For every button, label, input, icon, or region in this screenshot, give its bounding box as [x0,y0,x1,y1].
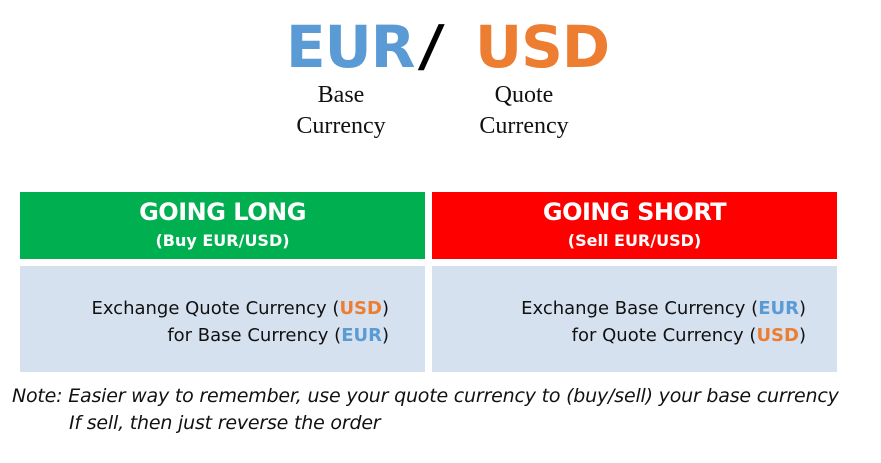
long-line-2-suffix: ) [381,325,389,346]
long-line-1-prefix: Exchange Quote Currency ( [91,298,340,319]
long-line-1: Exchange Quote Currency (USD) [91,296,389,322]
short-line-1: Exchange Base Currency (EUR) [521,296,806,322]
long-line-2: for Base Currency (EUR) [167,323,389,349]
going-long-explanation: Exchange Quote Currency (USD) for Base C… [20,266,425,372]
quote-caption-line-1: Quote [494,82,554,108]
quote-currency-code: USD [475,13,610,81]
base-caption-line-1: Base [317,82,365,108]
going-short-title: GOING SHORT [542,198,727,226]
base-caption-line-2: Currency [296,113,386,139]
pair-separator: / [416,14,446,79]
short-line-2-currency: USD [756,325,799,346]
short-line-2-prefix: for Quote Currency ( [571,325,757,346]
short-line-1-suffix: ) [798,298,806,319]
going-long-header: GOING LONG (Buy EUR/USD) [20,192,425,259]
long-line-1-suffix: ) [381,298,389,319]
note: Note: Easier way to remember, use your q… [12,383,839,437]
short-line-1-prefix: Exchange Base Currency ( [521,298,759,319]
going-long-subtitle: (Buy EUR/USD) [155,231,290,250]
going-short-header: GOING SHORT (Sell EUR/USD) [432,192,837,259]
quote-currency-caption: Quote Currency [458,80,590,142]
long-line-1-currency: USD [339,298,382,319]
short-line-2: for Quote Currency (USD) [572,323,806,349]
short-line-1-currency: EUR [758,298,799,319]
long-line-2-prefix: for Base Currency ( [167,325,342,346]
long-line-2-currency: EUR [341,325,382,346]
currency-pair-header: EUR / USD [0,14,881,84]
going-long-title: GOING LONG [139,198,306,226]
note-line-2: If sell, then just reverse the order [69,412,381,434]
base-currency-code: EUR [286,13,415,81]
base-currency-caption: Base Currency [276,80,406,142]
going-short-explanation: Exchange Base Currency (EUR) for Quote C… [432,266,837,372]
going-short-subtitle: (Sell EUR/USD) [567,231,702,250]
quote-caption-line-2: Currency [479,113,569,139]
note-line-1: Note: Easier way to remember, use your q… [12,385,839,407]
short-line-2-suffix: ) [798,325,806,346]
